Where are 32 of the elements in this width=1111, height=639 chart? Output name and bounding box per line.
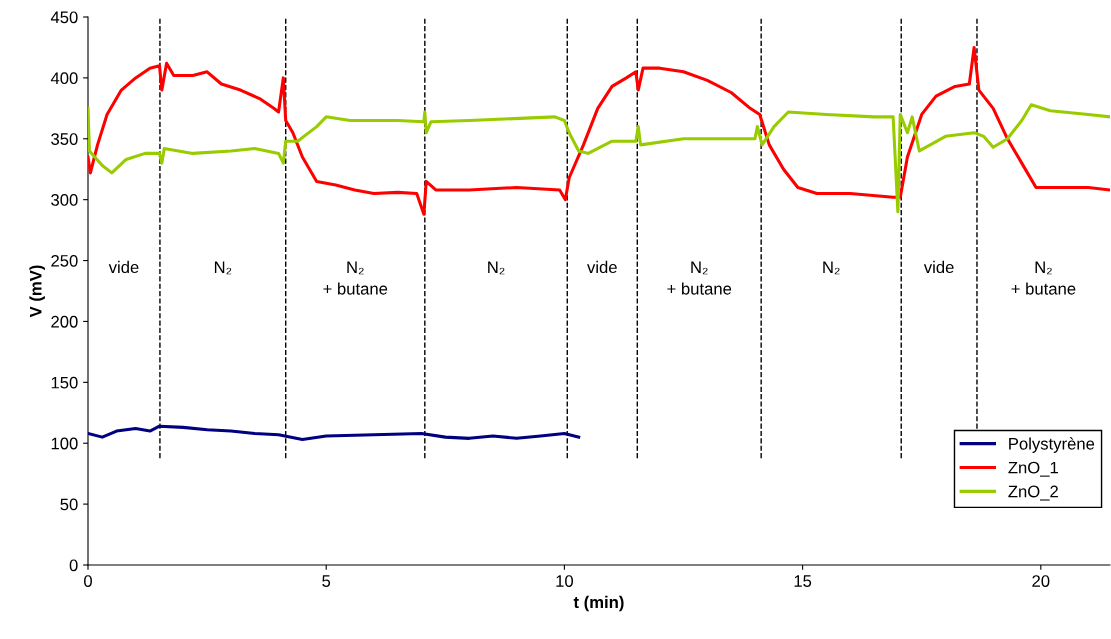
x-tick-label: 0 [84,575,92,587]
y-tick-label: 250 [51,254,78,267]
annotation: vide [108,260,139,274]
y-tick-label: 200 [51,315,78,328]
legend-label: ZnO_2 [1008,485,1058,501]
annotation: vide [587,260,617,274]
line-series [88,424,581,442]
x-tick-label: 20 [1032,575,1050,587]
x-tick-label: 10 [556,575,574,587]
y-tick-label: 50 [60,498,78,511]
y-tick-label: 350 [51,133,78,145]
x-tick-label: 5 [322,575,331,587]
annotation: N₂ + butane [323,261,388,295]
legend-label: Polystyrène [1009,437,1095,453]
line-series [88,45,1110,216]
x-tick-label: 15 [794,575,812,587]
y-tick-label: 0 [69,559,78,572]
y-tick-label: 100 [51,437,78,450]
y-tick-label: 400 [50,72,78,85]
annotation: N₂ [823,261,840,275]
annotation: N₂ + butane [1011,261,1076,295]
legend-label: ZnO_1 [1008,461,1058,477]
annotation: vide [923,260,954,274]
y-tick-label: 450 [50,11,78,24]
y-tick-label: 300 [51,194,78,206]
annotation: N₂ [214,261,232,275]
annotation: N₂ [488,261,505,275]
annotation: N₂ + butane [667,261,732,295]
x-axis-title: t (min) [573,595,624,612]
line-series [88,103,1110,214]
y-axis-title: V (mV) [29,265,45,318]
y-tick-label: 150 [51,376,78,389]
